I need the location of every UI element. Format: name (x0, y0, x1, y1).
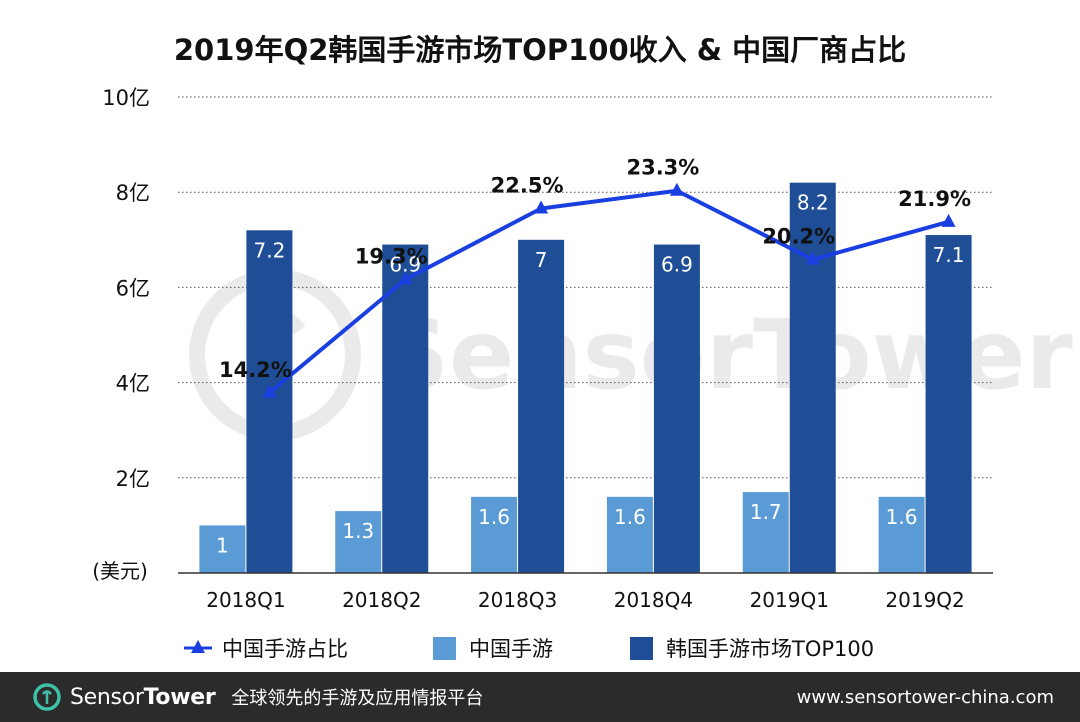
y-tick-label: 8亿 (116, 181, 150, 205)
share-marker-2019Q2 (941, 213, 956, 227)
bar-korea-2019Q2 (925, 235, 972, 574)
bar-label-korea-2018Q3: 7 (535, 248, 548, 272)
x-tick-label: 2019Q2 (885, 588, 964, 612)
bar-label-china-2019Q2: 1.6 (886, 505, 918, 529)
bar-label-china-2018Q3: 1.6 (478, 505, 510, 529)
legend-label-korea: 韩国手游市场TOP100 (666, 637, 874, 661)
revenue-chart: SensorTower 2019年Q2韩国手游市场TOP100收入 & 中国厂商… (92, 33, 1073, 661)
share-marker-2018Q3 (534, 200, 549, 214)
share-label-2019Q1: 20.2% (762, 225, 835, 249)
x-tick-label: 2018Q4 (614, 588, 693, 612)
bar-korea-2018Q3 (518, 239, 565, 574)
bar-label-china-2018Q1: 1 (216, 533, 229, 557)
bar-label-china-2018Q4: 1.6 (614, 505, 646, 529)
y-tick-label: 2亿 (116, 467, 150, 491)
bar-china-2019Q1 (742, 492, 789, 573)
x-axis-ticks: 2018Q1 2018Q2 2018Q3 2018Q4 2019Q1 2019Q2 (206, 588, 965, 612)
bar-china-2019Q2 (878, 496, 925, 573)
brand-name-part1: Sensor (70, 684, 144, 710)
legend-label-share: 中国手游占比 (222, 637, 348, 661)
bar-china-2018Q2 (335, 511, 382, 573)
share-label-2018Q4: 23.3% (626, 156, 699, 180)
y-tick-label: 10亿 (102, 86, 150, 110)
brand-name-part2: Tower (143, 684, 216, 710)
bar-korea-2019Q1 (789, 182, 836, 573)
bar-label-korea-2019Q2: 7.1 (933, 243, 965, 267)
x-tick-label: 2018Q1 (206, 588, 285, 612)
share-label-2018Q1: 14.2% (219, 358, 292, 382)
share-line-path (268, 188, 950, 395)
y-axis-unit-label: (美元) (92, 559, 148, 583)
x-tick-label: 2019Q1 (750, 588, 829, 612)
bar-china-2018Q4 (606, 496, 653, 573)
footer-bar: SensorTower 全球领先的手游及应用情报平台 www.sensortow… (0, 672, 1080, 722)
bar-label-korea-2018Q1: 7.2 (254, 238, 286, 262)
share-marker-2018Q4 (669, 182, 684, 196)
sensortower-logo-icon (33, 683, 61, 711)
bar-korea-2018Q4 (653, 244, 700, 573)
bar-label-china-2018Q2: 1.3 (342, 519, 374, 543)
y-axis-ticks: 2亿 4亿 6亿 8亿 10亿 (102, 86, 150, 491)
share-label-2018Q2: 19.3% (355, 245, 428, 269)
brand-name: SensorTower (70, 684, 216, 710)
x-tick-label: 2018Q2 (342, 588, 421, 612)
bar-china-2018Q1 (199, 525, 246, 573)
legend-line-marker (191, 640, 205, 653)
bar-china-2018Q3 (471, 496, 518, 573)
bar-korea-2018Q2 (382, 244, 429, 573)
legend: 中国手游占比 中国手游 韩国手游市场TOP100 (184, 637, 874, 661)
bar-label-korea-2019Q1: 8.2 (797, 191, 829, 215)
share-marker-2018Q2 (398, 271, 413, 285)
website-link[interactable]: www.sensortower-china.com (796, 686, 1054, 708)
bars: 17.21.36.91.671.66.91.78.21.67.1 (199, 182, 972, 574)
share-label-2018Q3: 22.5% (491, 174, 564, 198)
y-tick-label: 6亿 (116, 276, 150, 300)
legend-label-china: 中国手游 (469, 637, 553, 661)
share-marker-2018Q1 (262, 384, 277, 398)
bar-label-korea-2018Q4: 6.9 (661, 253, 693, 277)
legend-swatch-korea (630, 637, 653, 660)
x-tick-label: 2018Q3 (478, 588, 557, 612)
share-marker-2019Q1 (805, 251, 820, 265)
brand: SensorTower (32, 682, 216, 712)
bar-korea-2018Q1 (246, 230, 293, 573)
chart-title: 2019年Q2韩国手游市场TOP100收入 & 中国厂商占比 (174, 33, 906, 67)
legend-swatch-china (433, 637, 456, 660)
tagline: 全球领先的手游及应用情报平台 (231, 688, 484, 709)
share-line: 14.2% 19.3% 22.5% 23.3% 20.2% 21.9% (219, 156, 971, 398)
y-tick-label: 4亿 (116, 372, 150, 396)
bar-label-china-2019Q1: 1.7 (750, 500, 782, 524)
share-label-2019Q2: 21.9% (898, 187, 971, 211)
